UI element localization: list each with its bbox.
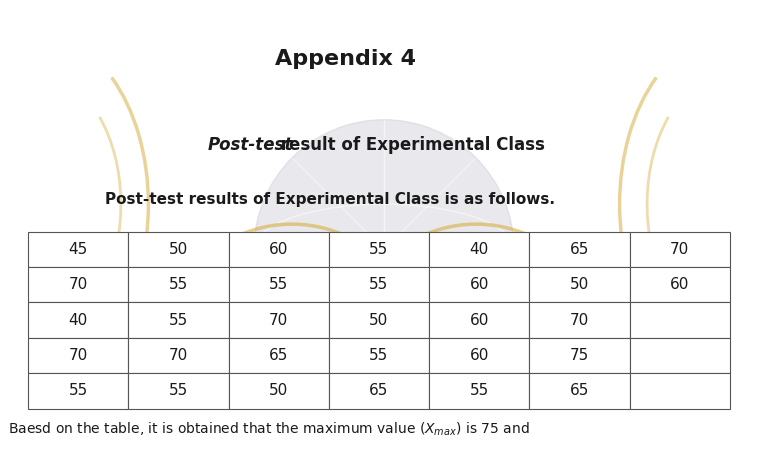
- Bar: [630, 302, 730, 338]
- Bar: [28, 302, 128, 338]
- Bar: [329, 267, 429, 302]
- Bar: [128, 338, 229, 373]
- Text: 55: 55: [369, 277, 389, 292]
- Text: 65: 65: [570, 242, 589, 257]
- Text: Baesd on the table, it is obtained that the maximum value ($\mathit{X}_{max}$) i: Baesd on the table, it is obtained that …: [8, 420, 530, 438]
- Text: 65: 65: [369, 383, 389, 399]
- Text: 65: 65: [570, 383, 589, 399]
- Text: 55: 55: [68, 383, 88, 399]
- Bar: [529, 338, 630, 373]
- Text: 45: 45: [68, 242, 88, 257]
- Bar: [28, 232, 128, 267]
- Text: 70: 70: [269, 312, 288, 328]
- Text: 70: 70: [670, 242, 690, 257]
- Text: 70: 70: [68, 348, 88, 363]
- Bar: [429, 232, 529, 267]
- Text: 55: 55: [169, 277, 188, 292]
- Text: 50: 50: [369, 312, 389, 328]
- Bar: [630, 338, 730, 373]
- Bar: [128, 267, 229, 302]
- Text: 55: 55: [269, 277, 288, 292]
- Text: 55: 55: [369, 348, 389, 363]
- Text: 50: 50: [570, 277, 589, 292]
- Bar: [429, 267, 529, 302]
- Bar: [429, 302, 529, 338]
- Bar: [429, 373, 529, 409]
- Bar: [529, 232, 630, 267]
- Text: 40: 40: [68, 312, 88, 328]
- Text: 65: 65: [269, 348, 289, 363]
- Bar: [630, 232, 730, 267]
- Text: Post-test: Post-test: [207, 136, 293, 154]
- Bar: [128, 302, 229, 338]
- Text: Appendix 4: Appendix 4: [275, 49, 416, 69]
- Bar: [529, 373, 630, 409]
- Bar: [329, 338, 429, 373]
- Text: 55: 55: [369, 242, 389, 257]
- Bar: [329, 373, 429, 409]
- Bar: [329, 232, 429, 267]
- Bar: [630, 267, 730, 302]
- Bar: [28, 267, 128, 302]
- Bar: [229, 232, 329, 267]
- Text: 70: 70: [169, 348, 188, 363]
- Text: 70: 70: [570, 312, 589, 328]
- Text: 60: 60: [469, 277, 489, 292]
- Bar: [529, 302, 630, 338]
- Text: 50: 50: [169, 242, 188, 257]
- Text: 55: 55: [470, 383, 489, 399]
- Bar: [329, 302, 429, 338]
- Text: 60: 60: [670, 277, 690, 292]
- Text: result of Experimental Class: result of Experimental Class: [276, 136, 545, 154]
- Bar: [229, 338, 329, 373]
- Circle shape: [254, 120, 514, 380]
- Text: 70: 70: [68, 277, 88, 292]
- Bar: [229, 302, 329, 338]
- Text: 60: 60: [469, 312, 489, 328]
- Text: Post-test results of Experimental Class is as follows.: Post-test results of Experimental Class …: [105, 192, 555, 207]
- Bar: [28, 338, 128, 373]
- Bar: [128, 373, 229, 409]
- Text: 60: 60: [269, 242, 289, 257]
- Text: 60: 60: [469, 348, 489, 363]
- Text: 55: 55: [169, 312, 188, 328]
- Text: 75: 75: [570, 348, 589, 363]
- Bar: [128, 232, 229, 267]
- Bar: [28, 373, 128, 409]
- Text: 50: 50: [269, 383, 288, 399]
- Bar: [229, 373, 329, 409]
- Bar: [429, 338, 529, 373]
- Bar: [630, 373, 730, 409]
- Bar: [529, 267, 630, 302]
- Text: 40: 40: [470, 242, 489, 257]
- Text: 55: 55: [169, 383, 188, 399]
- Bar: [229, 267, 329, 302]
